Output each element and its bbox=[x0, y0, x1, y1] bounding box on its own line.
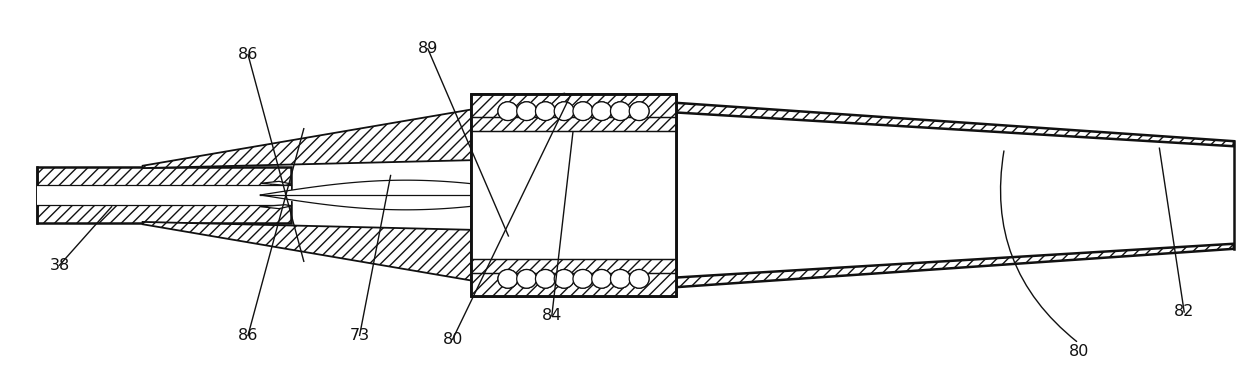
Ellipse shape bbox=[573, 102, 593, 121]
Bar bbox=[37, 185, 291, 205]
Polygon shape bbox=[570, 244, 1234, 294]
Ellipse shape bbox=[536, 102, 556, 121]
Ellipse shape bbox=[554, 102, 574, 121]
Text: 80: 80 bbox=[1069, 344, 1089, 358]
Polygon shape bbox=[143, 222, 564, 296]
Text: 89: 89 bbox=[418, 41, 438, 56]
Bar bbox=[471, 94, 676, 131]
Ellipse shape bbox=[629, 269, 649, 288]
Ellipse shape bbox=[573, 269, 593, 288]
Ellipse shape bbox=[610, 102, 630, 121]
Ellipse shape bbox=[610, 269, 630, 288]
Ellipse shape bbox=[498, 102, 518, 121]
Bar bbox=[471, 94, 676, 296]
Ellipse shape bbox=[591, 102, 611, 121]
Ellipse shape bbox=[517, 102, 537, 121]
Ellipse shape bbox=[498, 269, 518, 288]
Ellipse shape bbox=[610, 269, 630, 288]
Bar bbox=[471, 259, 676, 296]
Ellipse shape bbox=[573, 102, 593, 121]
Ellipse shape bbox=[517, 102, 537, 121]
Polygon shape bbox=[570, 106, 1234, 284]
Bar bbox=[37, 167, 291, 223]
Bar bbox=[471, 94, 676, 131]
Text: 82: 82 bbox=[1174, 305, 1194, 319]
Ellipse shape bbox=[573, 269, 593, 288]
Text: 86: 86 bbox=[238, 328, 258, 343]
Bar bbox=[471, 94, 676, 296]
Ellipse shape bbox=[554, 269, 574, 288]
Polygon shape bbox=[570, 96, 1234, 146]
Ellipse shape bbox=[536, 102, 556, 121]
Text: 86: 86 bbox=[238, 47, 258, 62]
Ellipse shape bbox=[554, 102, 574, 121]
Ellipse shape bbox=[536, 269, 556, 288]
Ellipse shape bbox=[517, 269, 537, 288]
Ellipse shape bbox=[536, 269, 556, 288]
Polygon shape bbox=[260, 181, 291, 185]
Ellipse shape bbox=[517, 269, 537, 288]
Text: 73: 73 bbox=[350, 328, 370, 343]
Polygon shape bbox=[260, 205, 291, 209]
Bar bbox=[471, 94, 676, 296]
Ellipse shape bbox=[498, 269, 518, 288]
Polygon shape bbox=[143, 94, 564, 168]
Ellipse shape bbox=[629, 102, 649, 121]
Ellipse shape bbox=[610, 102, 630, 121]
Ellipse shape bbox=[629, 269, 649, 288]
Ellipse shape bbox=[498, 102, 518, 121]
Ellipse shape bbox=[554, 269, 574, 288]
Bar bbox=[471, 94, 676, 296]
Ellipse shape bbox=[591, 269, 611, 288]
Text: 80: 80 bbox=[443, 332, 463, 347]
Text: 84: 84 bbox=[542, 308, 562, 323]
Ellipse shape bbox=[591, 269, 611, 288]
Bar bbox=[471, 259, 676, 296]
Ellipse shape bbox=[629, 102, 649, 121]
Ellipse shape bbox=[591, 102, 611, 121]
Text: 38: 38 bbox=[50, 258, 69, 273]
